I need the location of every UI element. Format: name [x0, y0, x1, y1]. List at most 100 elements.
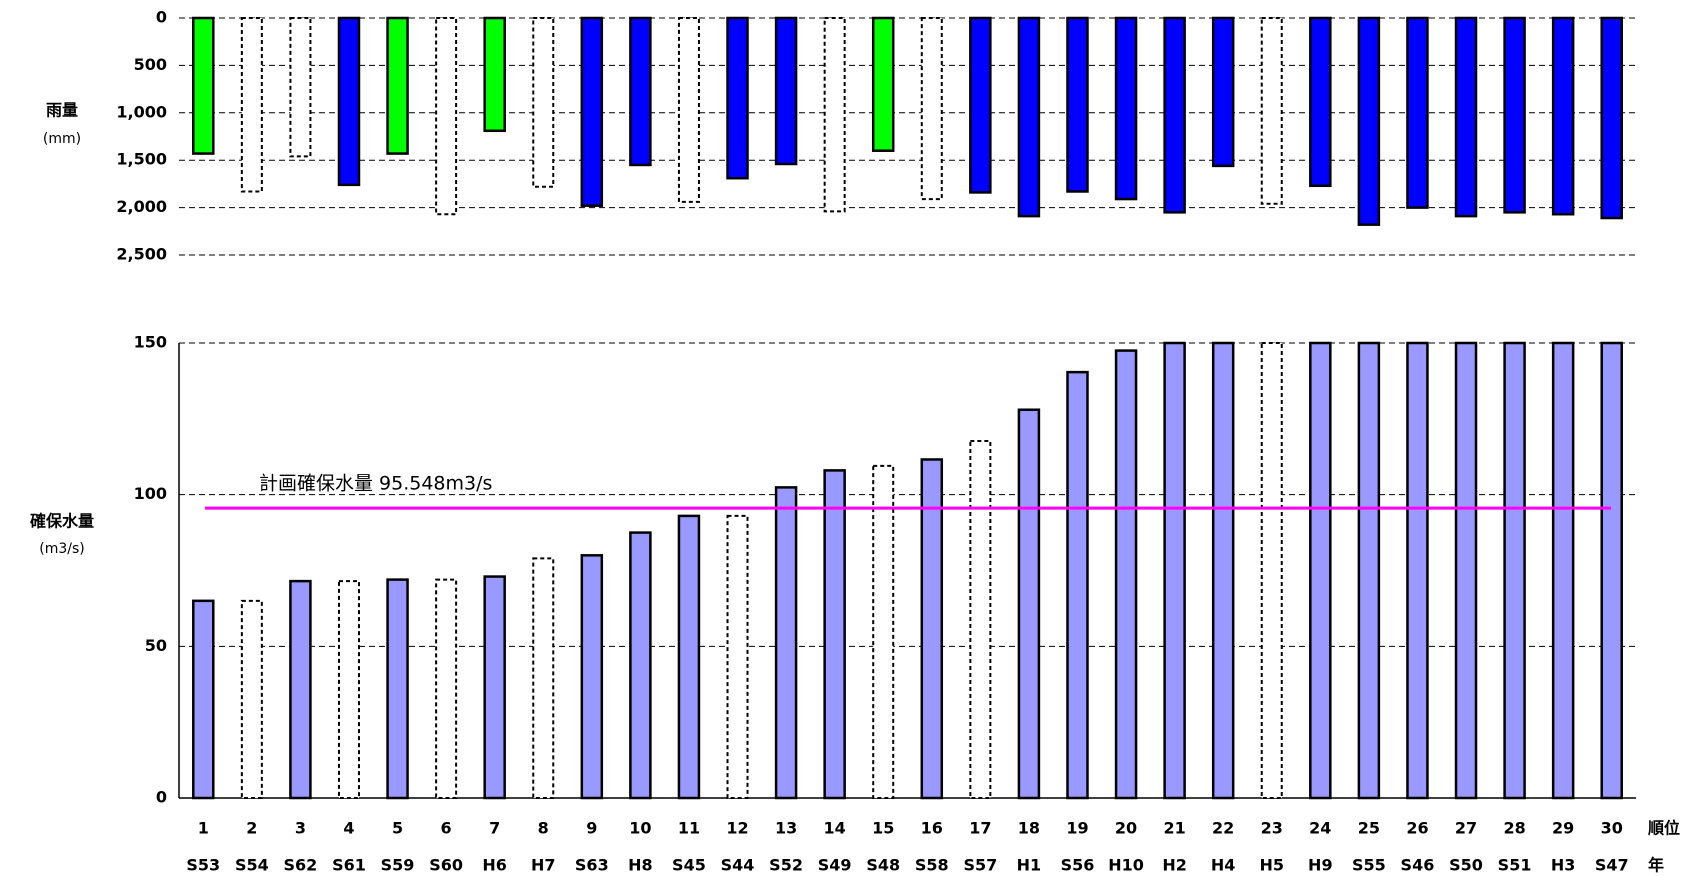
bar — [386, 578, 409, 800]
rank-label: 18 — [1018, 819, 1040, 838]
rank-label: 8 — [538, 819, 549, 838]
y-axis-label: 雨量 — [46, 101, 78, 120]
x-tick-label: S46 — [1401, 856, 1435, 875]
y-tick-label: 1,000 — [116, 102, 167, 121]
rank-label: 29 — [1552, 819, 1574, 838]
bar — [1454, 16, 1478, 218]
y-tick-label: 500 — [134, 55, 167, 74]
bar — [1309, 341, 1332, 800]
rank-label: 26 — [1406, 819, 1428, 838]
rank-label: 13 — [775, 819, 797, 838]
x-tick-label: S45 — [672, 856, 706, 875]
bar — [872, 464, 895, 799]
x-tick-label: S53 — [186, 856, 220, 875]
y-tick-label: 0 — [156, 788, 167, 807]
rank-label: 5 — [392, 819, 403, 838]
bar — [337, 580, 360, 799]
x-tick-label: H5 — [1259, 856, 1284, 875]
x-tick-label: H2 — [1162, 856, 1187, 875]
x-tick-label: S59 — [381, 856, 415, 875]
rank-label: 28 — [1503, 819, 1525, 838]
rank-label: 7 — [489, 819, 500, 838]
bar — [1503, 16, 1526, 214]
rank-label: 24 — [1309, 819, 1331, 838]
bar — [1503, 341, 1526, 800]
bar — [580, 554, 604, 800]
bar — [1066, 16, 1089, 193]
x-tick-label: S44 — [721, 856, 755, 875]
bar — [240, 17, 263, 193]
x-tick-label: S55 — [1352, 856, 1386, 875]
x-tick-label: S58 — [915, 856, 949, 875]
bar — [435, 17, 458, 216]
reference-label: 計画確保水量 95.548m3/s — [259, 473, 492, 495]
bar — [629, 531, 652, 800]
rank-label: 4 — [343, 819, 354, 838]
rank-label: 3 — [295, 819, 306, 838]
bar — [1017, 16, 1041, 218]
rank-label: 14 — [824, 819, 846, 838]
bar — [1357, 16, 1381, 226]
bar — [1357, 341, 1381, 800]
bar — [1163, 16, 1186, 214]
x-tick-label: S49 — [818, 856, 852, 875]
bar — [1211, 341, 1235, 800]
bar — [1551, 341, 1575, 800]
x-tick-label: H1 — [1017, 856, 1042, 875]
y-tick-label: 150 — [134, 333, 167, 352]
y-axis-unit: (m3/s) — [39, 541, 84, 557]
bar — [969, 439, 992, 799]
x-tick-label: H7 — [531, 856, 556, 875]
bar — [1454, 341, 1478, 800]
rank-label: 11 — [678, 819, 700, 838]
bar — [532, 17, 555, 188]
rank-label: 25 — [1358, 819, 1380, 838]
bar — [1406, 341, 1429, 800]
bar — [920, 458, 944, 800]
bar — [337, 16, 361, 187]
y-axis-label: 確保水量 — [30, 512, 94, 531]
rank-label: 17 — [969, 819, 991, 838]
bar — [1114, 349, 1138, 800]
bar — [386, 16, 409, 155]
x-tick-label: S57 — [963, 856, 997, 875]
bar — [629, 16, 652, 167]
rank-label: 2 — [246, 819, 257, 838]
bar — [192, 16, 215, 155]
x-tick-label: S56 — [1061, 856, 1095, 875]
bar — [1551, 16, 1575, 216]
x-tick-label: S61 — [332, 856, 366, 875]
rank-label: 順位 — [1647, 819, 1680, 838]
rank-label: 27 — [1455, 819, 1477, 838]
year-label: 年 — [1648, 856, 1664, 875]
rank-label: 6 — [441, 819, 452, 838]
x-tick-label: S60 — [429, 856, 463, 875]
rank-label: 22 — [1212, 819, 1234, 838]
y-tick-label: 2,000 — [116, 197, 167, 216]
rank-label: 23 — [1261, 819, 1283, 838]
bar — [1309, 16, 1332, 188]
bar — [1406, 16, 1429, 209]
bar — [1260, 17, 1283, 205]
bar — [677, 514, 701, 800]
x-tick-label: S52 — [769, 856, 803, 875]
bar — [1600, 16, 1623, 220]
bar — [289, 17, 312, 158]
bar — [726, 16, 749, 180]
bar — [1163, 341, 1186, 800]
x-tick-label: H6 — [482, 856, 507, 875]
bar — [726, 514, 749, 800]
y-tick-label: 100 — [134, 484, 167, 503]
x-tick-label: H3 — [1551, 856, 1576, 875]
y-tick-label: 50 — [145, 636, 167, 655]
rank-label: 9 — [586, 819, 597, 838]
bar — [1600, 341, 1623, 800]
bar — [240, 599, 263, 799]
bar — [483, 16, 506, 133]
x-tick-label: H10 — [1108, 856, 1144, 875]
rank-label: 15 — [872, 819, 894, 838]
bar — [192, 599, 215, 800]
bar — [1211, 16, 1235, 168]
y-tick-label: 1,500 — [116, 150, 167, 169]
x-tick-label: S50 — [1449, 856, 1483, 875]
